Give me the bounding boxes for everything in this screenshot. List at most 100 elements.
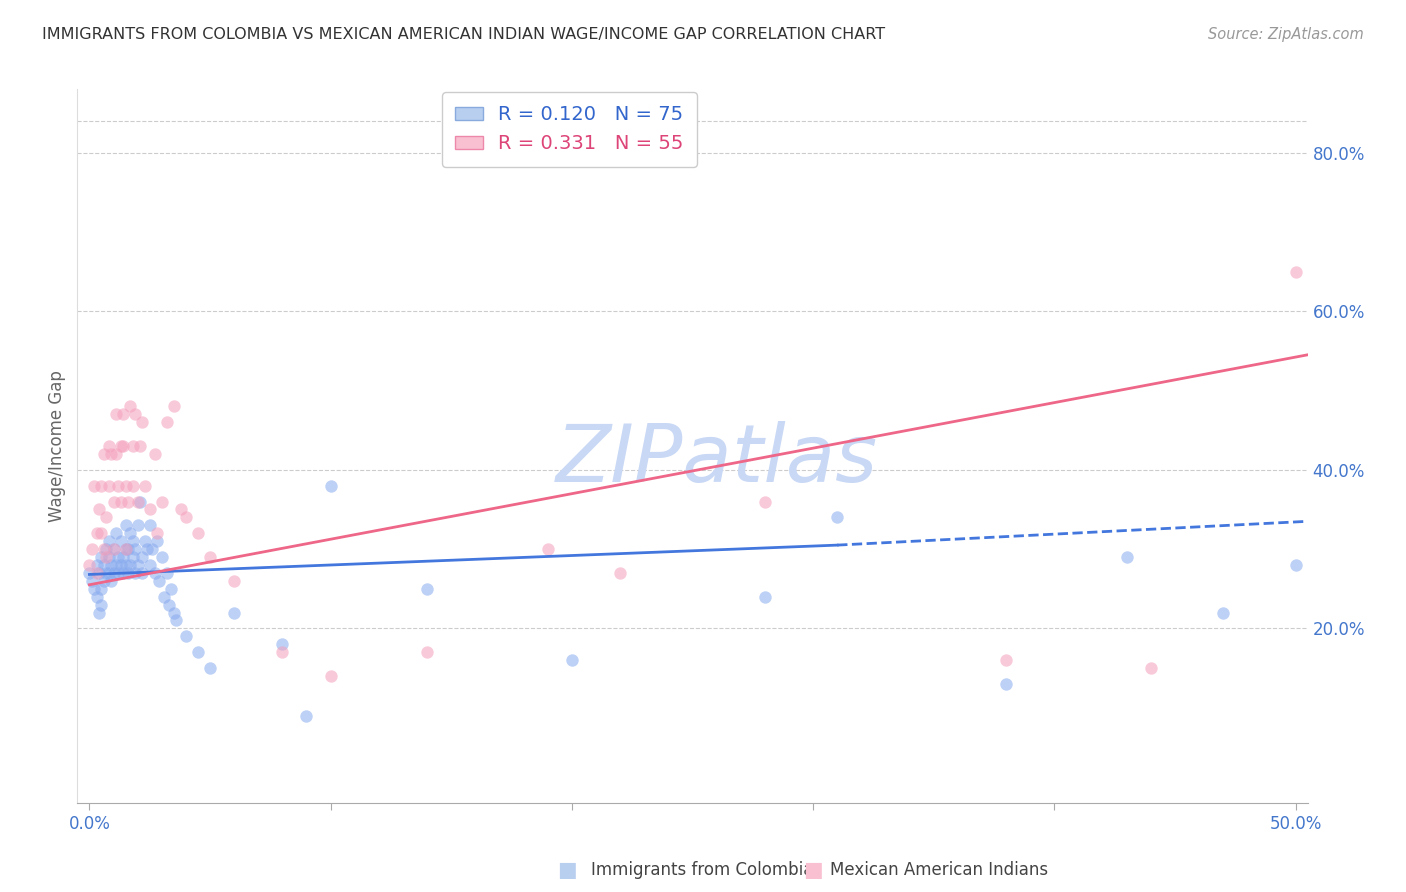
Point <box>825 510 848 524</box>
Point <box>754 590 776 604</box>
Point <box>86 558 108 572</box>
Point <box>79 566 101 580</box>
Point <box>148 574 170 588</box>
Point <box>1212 606 1234 620</box>
Point <box>93 542 115 557</box>
Point <box>110 534 132 549</box>
Point <box>103 542 125 557</box>
Point <box>609 566 631 580</box>
Point <box>83 478 105 492</box>
Point <box>319 669 342 683</box>
Point <box>174 629 197 643</box>
Point <box>127 558 149 572</box>
Point <box>87 566 110 580</box>
Point <box>97 439 120 453</box>
Point <box>103 494 125 508</box>
Point <box>127 518 149 533</box>
Point <box>187 645 209 659</box>
Point <box>114 478 136 492</box>
Point <box>114 542 136 557</box>
Text: ■: ■ <box>803 860 823 880</box>
Point <box>121 549 143 564</box>
Point <box>754 494 776 508</box>
Point <box>187 526 209 541</box>
Point <box>271 637 294 651</box>
Point <box>136 542 159 557</box>
Point <box>97 534 120 549</box>
Point <box>537 542 560 557</box>
Point <box>103 566 125 580</box>
Point <box>131 415 153 429</box>
Point <box>155 566 177 580</box>
Point <box>117 566 139 580</box>
Point <box>138 518 160 533</box>
Point <box>80 542 103 557</box>
Point <box>97 478 120 492</box>
Point <box>995 677 1018 691</box>
Point <box>170 502 193 516</box>
Point <box>107 549 129 564</box>
Point <box>131 566 153 580</box>
Point <box>163 400 186 414</box>
Point <box>86 590 108 604</box>
Point <box>416 582 439 596</box>
Point <box>100 574 122 588</box>
Point <box>86 526 108 541</box>
Point <box>104 407 127 421</box>
Point <box>150 494 173 508</box>
Point <box>124 407 146 421</box>
Point <box>134 534 156 549</box>
Point <box>271 645 294 659</box>
Point <box>134 478 156 492</box>
Point <box>104 526 127 541</box>
Point <box>153 590 176 604</box>
Point <box>112 439 135 453</box>
Point <box>96 549 118 564</box>
Text: ZIPatlas: ZIPatlas <box>555 421 879 500</box>
Point <box>83 582 105 596</box>
Point <box>124 542 146 557</box>
Point <box>163 606 186 620</box>
Point <box>143 447 166 461</box>
Point <box>117 494 139 508</box>
Point <box>110 494 132 508</box>
Point <box>112 407 135 421</box>
Point <box>90 582 112 596</box>
Point <box>110 439 132 453</box>
Point <box>121 534 143 549</box>
Point <box>224 574 246 588</box>
Point <box>120 558 142 572</box>
Legend: R = 0.120   N = 75, R = 0.331   N = 55: R = 0.120 N = 75, R = 0.331 N = 55 <box>441 92 697 167</box>
Point <box>104 558 127 572</box>
Point <box>90 478 112 492</box>
Point <box>114 542 136 557</box>
Text: Immigrants from Colombia: Immigrants from Colombia <box>591 861 813 879</box>
Point <box>117 542 139 557</box>
Point <box>110 558 132 572</box>
Point <box>157 598 180 612</box>
Text: Mexican American Indians: Mexican American Indians <box>830 861 1047 879</box>
Point <box>138 558 160 572</box>
Point <box>561 653 583 667</box>
Point <box>114 558 136 572</box>
Point <box>114 518 136 533</box>
Point <box>1284 264 1306 278</box>
Point <box>80 574 103 588</box>
Point <box>120 526 142 541</box>
Point <box>198 549 221 564</box>
Point <box>129 494 152 508</box>
Point <box>97 549 120 564</box>
Point <box>129 439 152 453</box>
Text: Source: ZipAtlas.com: Source: ZipAtlas.com <box>1208 27 1364 42</box>
Point <box>1115 549 1137 564</box>
Y-axis label: Wage/Income Gap: Wage/Income Gap <box>48 370 66 522</box>
Point <box>1284 558 1306 572</box>
Point <box>160 582 183 596</box>
Point <box>295 708 318 723</box>
Point <box>96 566 118 580</box>
Point <box>174 510 197 524</box>
Point <box>107 566 129 580</box>
Point <box>138 502 160 516</box>
Point <box>90 526 112 541</box>
Point <box>124 566 146 580</box>
